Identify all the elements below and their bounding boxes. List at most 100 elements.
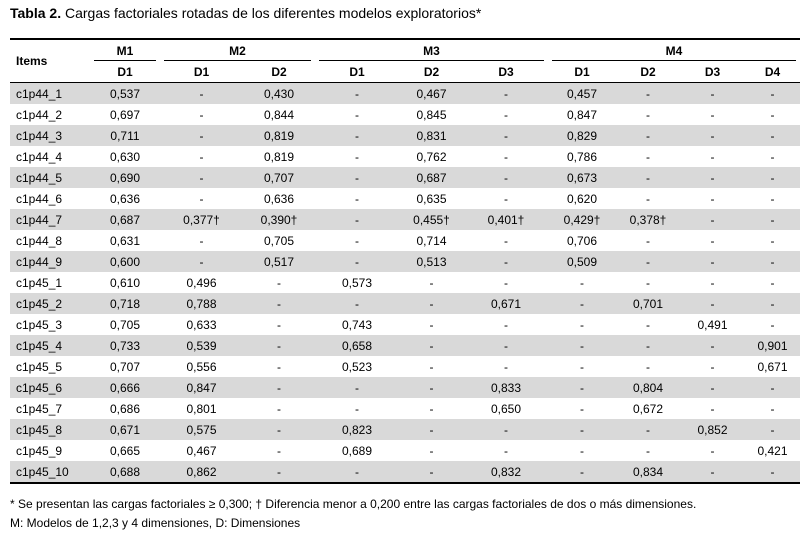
loading-cell: -: [464, 419, 548, 440]
loading-cell: -: [646, 191, 650, 206]
loading-cell: -: [745, 251, 800, 272]
table-row: c1p45_9 0,665 0,467 - 0,689 - - - - - 0,421: [10, 440, 800, 461]
loading-cell: 0,429†: [548, 209, 616, 230]
item-name-cell: c1p44_1: [10, 82, 90, 104]
item-name-cell: c1p45_6: [10, 377, 90, 398]
loading-cell: 0,378†: [616, 209, 680, 230]
loading-cell: -: [160, 82, 243, 104]
loading-cell: -: [770, 275, 775, 290]
loading-cell: -: [315, 209, 399, 230]
group-header-m3: M3: [315, 39, 548, 61]
loading-cell: -: [160, 251, 243, 272]
loading-cell: -: [710, 107, 715, 122]
loading-cell: 0,665: [109, 443, 141, 458]
loading-cell: 0,733: [90, 335, 160, 356]
dimension-header: D1: [315, 61, 399, 83]
loading-cell: -: [770, 233, 775, 248]
loading-cell: -: [243, 461, 315, 483]
loading-cell: -: [315, 82, 399, 104]
loading-cell: -: [580, 401, 584, 416]
table-row: c1p45_4 0,733 0,539-0,658- - - - -0,901: [10, 335, 800, 356]
loading-cell: 0,801: [186, 401, 217, 416]
loading-cell: -: [646, 149, 650, 164]
dimension-header: D4: [745, 61, 800, 83]
loading-cell: -: [745, 125, 800, 146]
loading-cell: -: [504, 233, 508, 248]
table-row: c1p44_3 0,711-0,819-0,831-0,829- - -: [10, 125, 800, 146]
loading-cell: 0,620: [566, 191, 598, 206]
loading-cell: -: [429, 317, 434, 332]
loading-cell: -: [315, 125, 399, 146]
item-name-cell: c1p44_5: [10, 167, 90, 188]
loading-cell: 0,390†: [243, 209, 315, 230]
loading-cell: 0,688: [90, 461, 160, 483]
loading-cell: -: [710, 443, 715, 458]
dimension-header: D3: [680, 61, 745, 83]
loading-cell: 0,673: [548, 167, 616, 188]
loading-cell: -: [745, 167, 800, 188]
loading-cell: -: [548, 293, 616, 314]
loading-cell: 0,819: [263, 149, 295, 164]
loading-cell: -: [580, 317, 584, 332]
loading-cell: 0,718: [90, 293, 160, 314]
loading-cell: -: [616, 125, 680, 146]
loading-cell: 0,650: [490, 401, 522, 416]
loading-cell: 0,714: [416, 233, 447, 248]
item-name-cell: c1p44_2: [16, 107, 63, 122]
loading-cell: -: [464, 251, 548, 272]
loading-cell: -: [315, 167, 399, 188]
dimension-header: D2: [243, 61, 315, 83]
footnote-2: M: Modelos de 1,2,3 y 4 dimensiones, D: …: [10, 516, 301, 530]
loading-cell: 0,666: [90, 377, 160, 398]
loading-cell: -: [745, 419, 800, 440]
loading-cell: -: [548, 419, 616, 440]
loading-cell: 0,831: [399, 125, 464, 146]
loading-cell: 0,687: [399, 167, 464, 188]
loading-cell: -: [770, 191, 775, 206]
loading-cell: -: [399, 293, 464, 314]
dimension-header: D2: [616, 61, 680, 83]
item-name-cell: c1p44_7: [10, 209, 90, 230]
loading-cell: -: [680, 82, 745, 104]
item-name-cell: c1p44_9: [10, 251, 90, 272]
loading-cell: 0,701: [616, 293, 680, 314]
loading-cell: 0,706: [566, 233, 598, 248]
loading-cell: 0,788: [160, 293, 243, 314]
loading-cell: -: [277, 443, 281, 458]
item-name-cell: c1p45_2: [10, 293, 90, 314]
loading-cell: -: [504, 191, 508, 206]
loading-cell: -: [464, 125, 548, 146]
table-row: c1p44_7 0,687 0,377† 0,390† -0,455† 0,401† 0,4…: [10, 209, 800, 230]
table-row: c1p44_5 0,690-0,707-0,687-0,673- - -: [10, 167, 800, 188]
loading-cell: -: [680, 377, 745, 398]
loading-cell: -: [355, 107, 359, 122]
loading-cell: 0,762: [416, 149, 447, 164]
group-header-m4: M4: [548, 39, 800, 61]
dimension-header: D1: [90, 61, 160, 83]
loading-cell: -: [429, 401, 434, 416]
loading-cell: -: [429, 275, 434, 290]
loading-cell: 0,600: [90, 251, 160, 272]
loading-cell: 0,690: [90, 167, 160, 188]
loading-cell: -: [745, 377, 800, 398]
table-row: c1p45_5 0,707 0,556 - 0,523 - - - - - 0,671: [10, 356, 800, 377]
loading-cell: -: [199, 149, 204, 164]
loading-cell: 0,852: [680, 419, 745, 440]
loading-cell: 0,819: [243, 125, 315, 146]
loading-cell: 0,658: [315, 335, 399, 356]
item-name-cell: c1p45_4: [10, 335, 90, 356]
table-row: c1p45_6 0,666 0,847- - -0,833-0,804- -: [10, 377, 800, 398]
loading-cell: -: [399, 419, 464, 440]
item-name-cell: c1p44_3: [10, 125, 90, 146]
table-row: c1p44_9 0,600-0,517-0,513-0,509- - -: [10, 251, 800, 272]
loading-cell: 0,509: [548, 251, 616, 272]
loading-cell: 0,556: [186, 359, 217, 374]
loading-cell: 0,705: [263, 233, 295, 248]
loading-cell: 0,711: [90, 125, 160, 146]
items-header: Items: [10, 39, 90, 83]
loading-cell: -: [160, 167, 243, 188]
loading-cell: 0,491: [697, 317, 728, 332]
loading-cell: 0,496: [186, 275, 217, 290]
loading-cell: -: [199, 107, 204, 122]
loading-cell: 0,513: [399, 251, 464, 272]
